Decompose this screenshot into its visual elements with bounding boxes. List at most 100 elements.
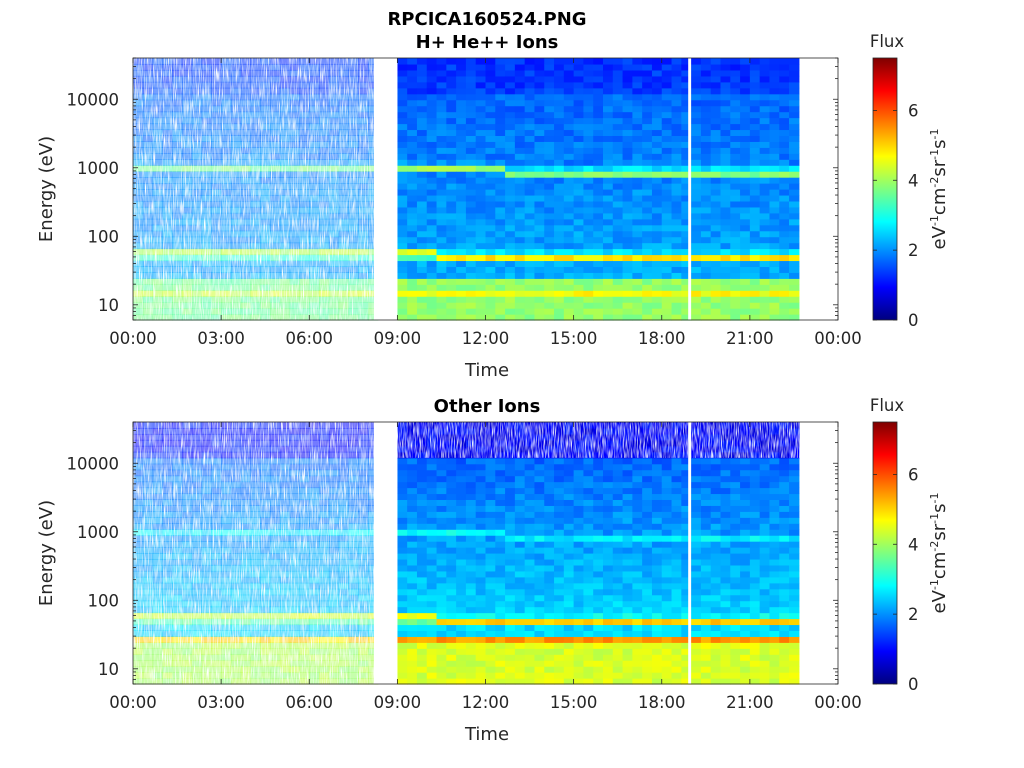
heatmap-cell	[524, 600, 536, 608]
heatmap-cell	[593, 177, 604, 184]
heatmap-cell	[661, 266, 673, 273]
heatmap-cell	[495, 200, 506, 208]
x-axis-label: Time	[464, 360, 509, 381]
heatmap-cell	[554, 582, 565, 590]
heatmap-cell	[426, 58, 438, 65]
heatmap-cell	[651, 248, 663, 256]
heatmap-cell	[632, 290, 643, 297]
heatmap-cell	[691, 218, 702, 226]
heatmap-cell	[485, 260, 496, 267]
heatmap-cell	[563, 570, 575, 578]
heatmap-cell	[436, 517, 447, 524]
heatmap-cell	[720, 165, 731, 172]
heatmap-cell	[544, 189, 555, 196]
heatmap-cell	[505, 672, 516, 679]
heatmap-cell	[573, 308, 585, 315]
heatmap-cell	[436, 147, 447, 154]
heatmap-cell	[426, 248, 438, 256]
heatmap-cell	[544, 558, 555, 566]
heatmap-cell	[514, 558, 526, 566]
heatmap-cell	[720, 189, 731, 196]
heatmap-cell	[465, 236, 477, 244]
heatmap-cell	[397, 296, 408, 303]
heatmap-cell	[446, 248, 457, 256]
heatmap-cell	[407, 248, 418, 256]
heatmap-cell	[416, 553, 428, 560]
heatmap-cell	[436, 463, 447, 471]
heatmap-cell	[593, 58, 604, 65]
heatmap-cell	[397, 672, 408, 679]
heatmap-cell	[514, 296, 526, 303]
heatmap-cell	[671, 105, 682, 113]
heatmap-cell	[661, 117, 673, 125]
heatmap-cell	[426, 642, 438, 649]
heatmap-cell	[632, 278, 643, 285]
heatmap-cell	[563, 660, 575, 667]
heatmap-cell	[661, 302, 673, 309]
heatmap-cell	[475, 535, 487, 542]
heatmap-cell	[524, 547, 536, 554]
heatmap-cell	[397, 177, 408, 184]
heatmap-cell	[397, 159, 408, 166]
heatmap-cell	[544, 230, 555, 238]
heatmap-cell	[573, 666, 585, 673]
heatmap-cell	[720, 224, 731, 232]
heatmap-cell	[740, 81, 751, 89]
heatmap-cell	[661, 248, 673, 256]
heatmap-cell	[436, 236, 447, 244]
heatmap-cell	[465, 505, 477, 512]
heatmap-cell	[446, 272, 457, 279]
heatmap-cell	[465, 147, 477, 154]
heatmap-cell	[593, 141, 604, 148]
heatmap-cell	[544, 624, 555, 631]
heatmap-cell	[397, 606, 408, 614]
heatmap-cell	[407, 206, 418, 214]
heatmap-cell	[407, 481, 418, 489]
heatmap-cell	[779, 218, 790, 226]
heatmap-cell	[495, 99, 506, 107]
heatmap-cell	[534, 117, 545, 125]
heatmap-cell	[544, 183, 555, 190]
heatmap-cell	[436, 475, 447, 483]
heatmap-cell	[495, 642, 506, 649]
heatmap-cell	[475, 135, 487, 142]
heatmap-cell	[475, 81, 487, 89]
heatmap-cell	[495, 147, 506, 154]
heatmap-cell	[465, 654, 477, 661]
heatmap-cell	[612, 290, 624, 297]
heatmap-cell	[534, 242, 545, 250]
heatmap-cell	[583, 642, 594, 649]
heatmap-cell	[573, 630, 585, 637]
heatmap-cell	[563, 618, 575, 626]
heatmap-cell	[456, 75, 467, 83]
heatmap-cell	[485, 105, 496, 113]
heatmap-cell	[603, 129, 614, 136]
heatmap-cell	[710, 200, 722, 208]
heatmap-cell	[612, 129, 624, 136]
heatmap-cell	[740, 58, 751, 65]
heatmap-cell	[740, 290, 751, 297]
heatmap-cell	[446, 547, 457, 554]
heatmap-cell	[436, 69, 447, 77]
heatmap-cell	[436, 81, 447, 89]
heatmap-cell	[632, 93, 643, 101]
heatmap-cell	[475, 594, 487, 602]
heatmap-cell	[514, 165, 526, 172]
heatmap-cell	[681, 171, 692, 178]
heatmap-cell	[779, 177, 790, 184]
heatmap-cell	[397, 612, 408, 620]
heatmap-cell	[681, 302, 692, 309]
heatmap-cell	[416, 564, 428, 572]
heatmap-cell	[485, 624, 496, 631]
heatmap-cell	[563, 487, 575, 495]
heatmap-cell	[603, 93, 614, 101]
heatmap-cell	[397, 648, 408, 655]
heatmap-cell	[759, 284, 771, 291]
heatmap-cell	[475, 672, 487, 679]
heatmap-cell	[534, 153, 545, 160]
heatmap-cell	[573, 547, 585, 554]
heatmap-cell	[583, 654, 594, 661]
heatmap-cell	[544, 147, 555, 154]
heatmap-cell	[563, 135, 575, 142]
heatmap-cell	[475, 529, 487, 536]
